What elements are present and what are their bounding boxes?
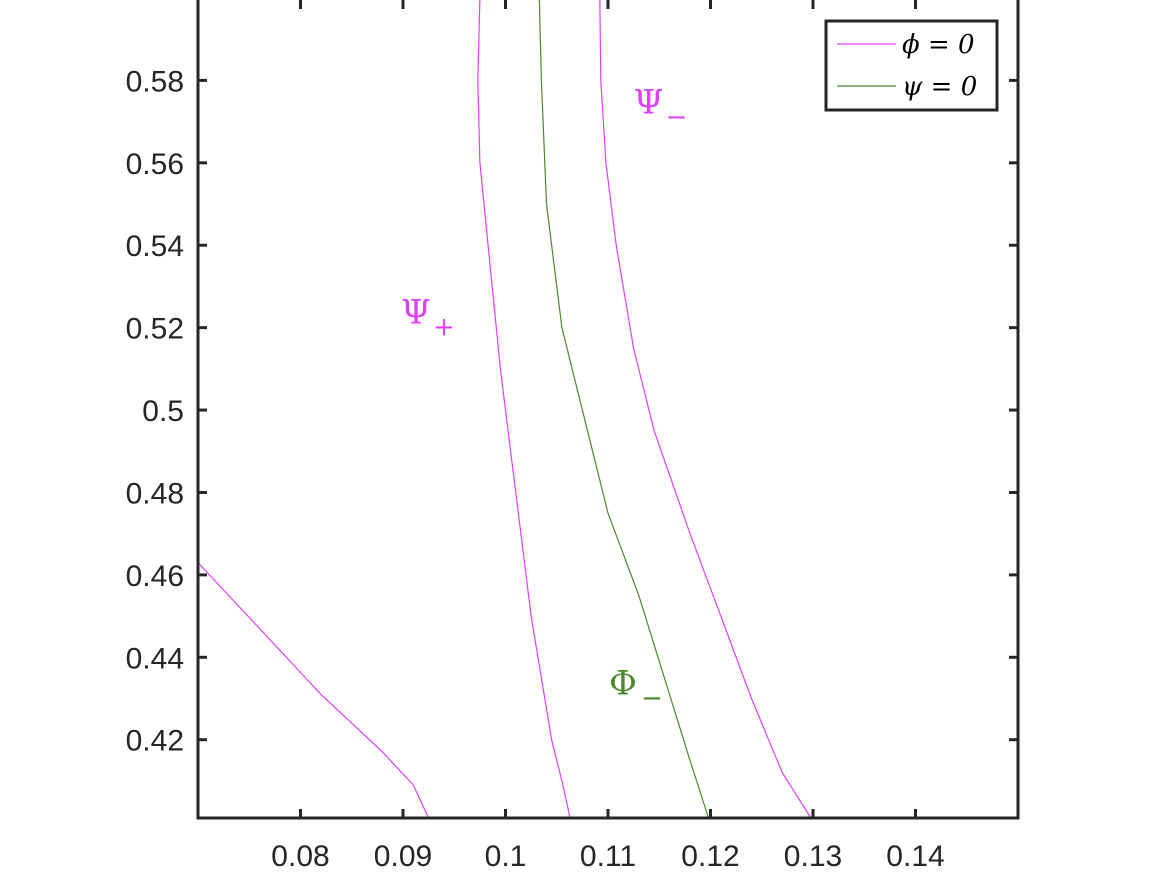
y-tick-label: 0.56 bbox=[126, 148, 184, 181]
legend-label: ϕ = 0 bbox=[902, 30, 975, 60]
y-tick-label: 0.5 bbox=[142, 395, 184, 428]
y-tick-label: 0.52 bbox=[126, 313, 184, 346]
x-tick-label: 0.1 bbox=[485, 840, 527, 873]
x-tick-label: 0.08 bbox=[271, 840, 329, 873]
legend-label: ψ = 0 bbox=[902, 72, 977, 102]
axes-box bbox=[196, 0, 1020, 820]
plot-area: Ψ −Ψ +Φ − 0.08 0.09 0.1 0.11 0.12 0.13 0.14 0.420… bbox=[126, 0, 1020, 873]
curve-layer bbox=[197, 0, 812, 819]
contour-curve-4 bbox=[197, 562, 430, 819]
contour-curve-1 bbox=[477, 0, 571, 819]
annotation-subscript: + bbox=[433, 313, 455, 343]
y-tick-label: 0.46 bbox=[126, 560, 184, 593]
annotation-subscript: − bbox=[666, 102, 688, 132]
annotation-symbol: Φ bbox=[609, 663, 637, 703]
annotation-symbol: Ψ bbox=[634, 82, 664, 122]
annotation-subscript: − bbox=[641, 683, 663, 713]
x-tick-label: 0.12 bbox=[681, 840, 739, 873]
contour-curve-2 bbox=[538, 0, 710, 819]
x-tick-label: 0.09 bbox=[374, 840, 432, 873]
x-axis: 0.08 0.09 0.1 0.11 0.12 0.13 0.14 bbox=[271, 0, 945, 873]
y-axis: 0.42 0.44 0.46 0.48 0.5 0.52 0.54 0.56 0.58 bbox=[126, 65, 1018, 758]
x-tick-label: 0.11 bbox=[580, 840, 636, 873]
annotation-layer: Ψ −Ψ +Φ − bbox=[401, 82, 687, 713]
curve-annotation: Ψ + bbox=[401, 293, 455, 343]
y-tick-label: 0.42 bbox=[126, 725, 184, 758]
curve-annotation: Ψ − bbox=[634, 82, 688, 132]
x-tick-label: 0.13 bbox=[784, 840, 842, 873]
y-tick-label: 0.44 bbox=[126, 642, 184, 675]
curve-annotation: Φ − bbox=[609, 663, 663, 713]
x-tick-label: 0.14 bbox=[886, 840, 944, 873]
y-tick-label: 0.58 bbox=[126, 65, 184, 98]
legend-box bbox=[824, 19, 999, 112]
y-tick-label: 0.54 bbox=[126, 230, 184, 263]
annotation-symbol: Ψ bbox=[401, 293, 431, 333]
legend: ϕ = 0 ψ = 0 bbox=[824, 19, 999, 112]
contour-curve-3 bbox=[599, 0, 812, 819]
y-tick-label: 0.48 bbox=[126, 477, 184, 510]
